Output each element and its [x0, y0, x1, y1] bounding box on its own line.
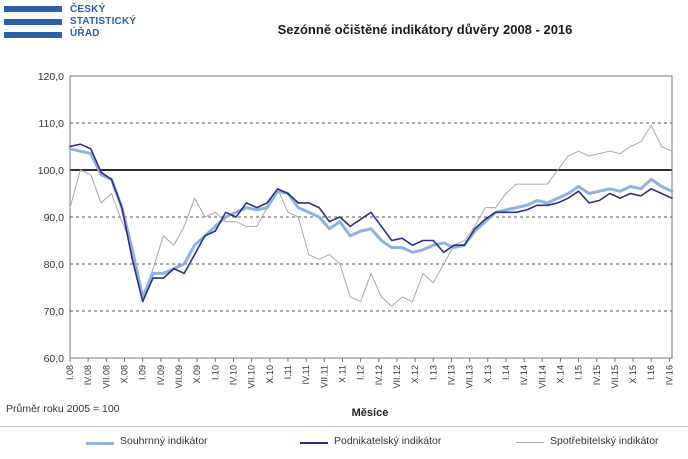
x-tick-label: VII.12: [392, 365, 402, 389]
legend-label: Podnikatelský indikátor: [334, 435, 442, 447]
y-tick-label: 110,0: [39, 118, 65, 130]
x-tick-label: IV.14: [519, 365, 529, 385]
czso-logo: ČESKÝ STATISTICKÝ ÚŘAD: [4, 2, 136, 46]
y-tick-label: 60,0: [44, 353, 65, 365]
x-tick-label: VII.15: [610, 365, 620, 389]
logo-text-line-3: ÚŘAD: [70, 28, 100, 39]
y-tick-label: 90,0: [44, 212, 65, 224]
legend-item-souhrnny: Souhrnný indikátor: [86, 435, 246, 449]
x-tick-label: X.09: [192, 365, 202, 384]
plot-frame: [69, 75, 673, 359]
x-tick-label: VII.14: [537, 365, 547, 389]
x-tick-label: I.13: [428, 365, 438, 380]
base-note: Průměr roku 2005 = 100: [6, 403, 120, 415]
x-tick-label: IV.12: [374, 365, 384, 385]
series-line-podnikatelsky: [69, 143, 673, 303]
legend: Souhrnný indikátor Podnikatelský indikát…: [0, 426, 688, 457]
x-tick-label: I.08: [65, 365, 75, 380]
chart-title: Sezónně očištěné indikátory důvěry 2008 …: [277, 22, 573, 37]
x-tick-label: I.15: [574, 365, 584, 380]
x-tick-label: I.12: [356, 365, 366, 380]
x-tick-label: VII.10: [247, 365, 257, 389]
x-tick-label: IV.08: [83, 365, 93, 385]
x-tick-label: IV.15: [592, 365, 602, 385]
series-line-souhrnny: [68, 147, 674, 299]
x-tick-label: VII.08: [101, 365, 111, 389]
x-tick-label: X.12: [410, 365, 420, 384]
logo-text-line-2: STATISTICKÝ: [70, 16, 137, 27]
x-tick-label: I.09: [138, 365, 148, 380]
x-tick-label: X.15: [628, 365, 638, 384]
x-tick-label: X.11: [337, 365, 347, 383]
x-tick-label: VII.09: [174, 365, 184, 389]
y-tick-label: 70,0: [44, 306, 65, 318]
legend-swatch: [86, 442, 114, 445]
x-tick-label: X.14: [555, 365, 565, 384]
x-tick-label: I.16: [646, 365, 656, 380]
x-tick-label: IV.11: [301, 365, 311, 385]
y-tick-label: 80,0: [44, 259, 65, 271]
x-tick-label: X.08: [119, 365, 129, 384]
x-tick-label: VII.13: [465, 365, 475, 389]
legend-swatch: [300, 442, 328, 444]
x-tick-label: X.10: [265, 365, 275, 384]
y-tick-label: 100,0: [38, 165, 64, 177]
logo-text-line-1: ČESKÝ: [70, 4, 106, 15]
legend-swatch: [516, 442, 544, 443]
x-axis-label: Měsíce: [351, 407, 389, 419]
legend-item-spotrebitelsky: Spotřebitelský indikátor: [516, 435, 686, 449]
x-tick-label: I.11: [283, 365, 293, 379]
logo-bar: [4, 6, 62, 12]
x-tick-label: IV.10: [228, 365, 238, 385]
y-tick-label: 120,0: [38, 71, 64, 83]
x-tick-label: X.13: [483, 365, 493, 384]
legend-label: Spotřebitelský indikátor: [550, 435, 659, 447]
x-tick-label: IV.09: [156, 365, 166, 385]
logo-bar: [4, 19, 62, 25]
x-tick-label: IV.16: [664, 365, 674, 385]
legend-item-podnikatelsky: Podnikatelský indikátor: [300, 435, 480, 449]
series-line-spotrebitelsky: [69, 124, 673, 307]
logo-bar: [4, 32, 62, 38]
x-tick-label: IV.13: [446, 365, 456, 385]
x-tick-label: I.10: [210, 365, 220, 380]
x-tick-label: I.14: [501, 365, 511, 380]
x-tick-label: VII.11: [319, 365, 329, 388]
legend-label: Souhrnný indikátor: [120, 435, 208, 447]
